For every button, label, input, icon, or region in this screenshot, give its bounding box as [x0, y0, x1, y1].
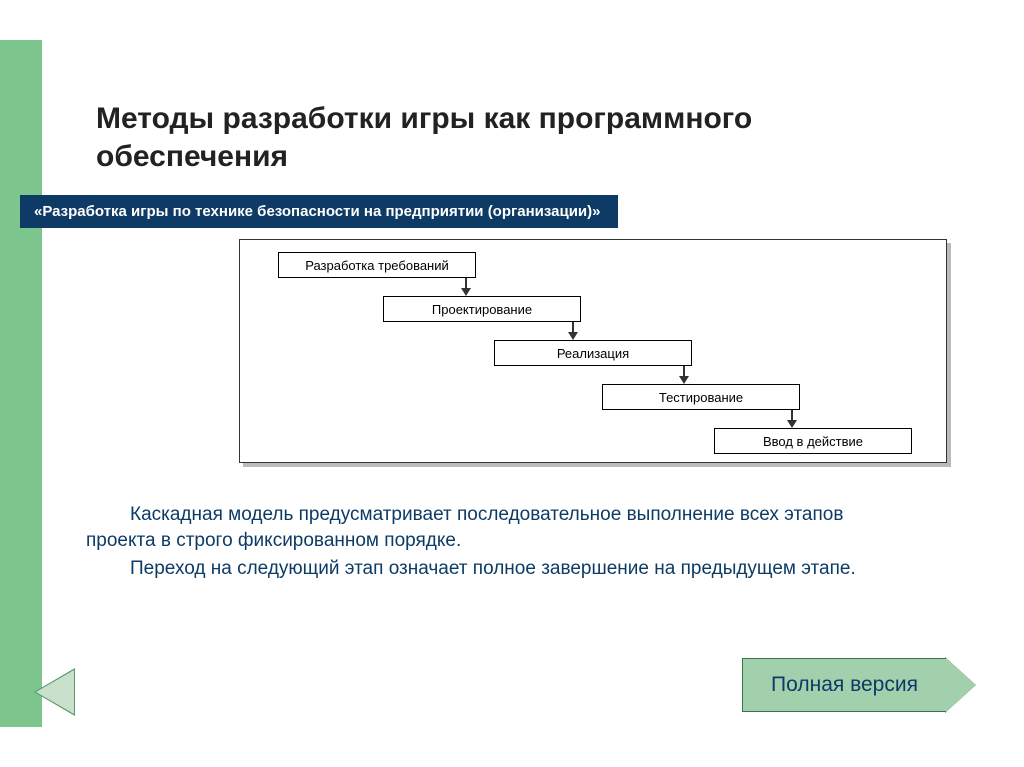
back-button[interactable]: [36, 670, 74, 714]
stage-box-4: Тестирование: [602, 384, 800, 410]
stage-box-2: Проектирование: [383, 296, 581, 322]
decorative-sidebar: [0, 40, 42, 727]
subtitle-banner: «Разработка игры по технике безопасности…: [20, 195, 618, 228]
description-text: Каскадная модель предусматривает последо…: [86, 502, 906, 585]
stage-box-1: Разработка требований: [278, 252, 476, 278]
page-title: Методы разработки игры как программного …: [96, 100, 796, 175]
arrow-right-icon: [946, 658, 976, 712]
full-version-button[interactable]: Полная версия: [742, 658, 978, 712]
paragraph-1: Каскадная модель предусматривает последо…: [86, 502, 906, 554]
waterfall-diagram: Разработка требований Проектирование Реали…: [239, 239, 947, 463]
stage-box-3: Реализация: [494, 340, 692, 366]
paragraph-2: Переход на следующий этап означает полно…: [86, 556, 906, 582]
full-version-label: Полная версия: [742, 658, 946, 712]
stage-box-5: Ввод в действие: [714, 428, 912, 454]
